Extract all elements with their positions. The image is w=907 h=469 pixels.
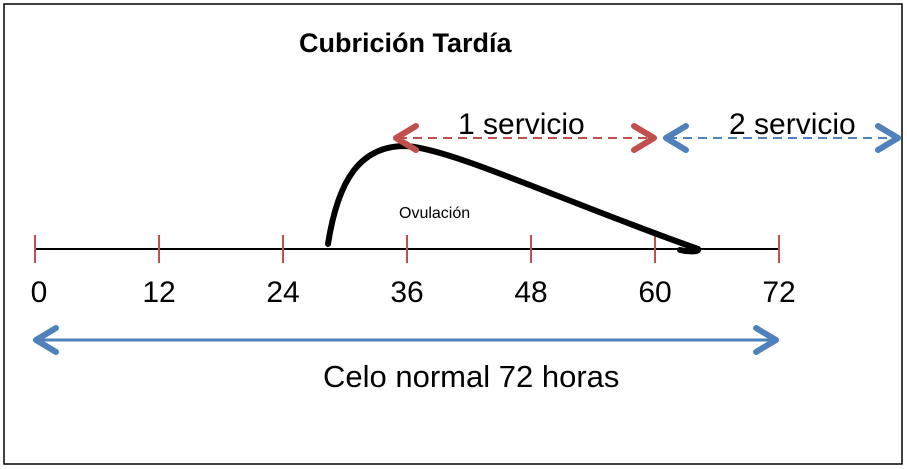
tick-label-24: 24 bbox=[266, 276, 299, 309]
diagram-title: Cubrición Tardía bbox=[299, 28, 513, 58]
service-2-right-arrowhead bbox=[875, 123, 901, 153]
normal-heat-label: Celo normal 72 horas bbox=[323, 359, 619, 394]
service-2-left-arrowhead bbox=[663, 123, 689, 153]
service-1-arrow bbox=[393, 123, 657, 153]
timeline-ticks: 0 12 24 36 48 60 72 bbox=[31, 235, 796, 309]
tick-label-36: 36 bbox=[390, 276, 423, 309]
tick-label-60: 60 bbox=[638, 276, 671, 309]
normal-heat-left-arrowhead bbox=[33, 325, 59, 355]
service-1-label: 1 servicio bbox=[458, 108, 585, 141]
tick-label-72: 72 bbox=[762, 276, 795, 309]
diagram-border bbox=[3, 3, 903, 465]
normal-heat-right-arrowhead bbox=[753, 325, 779, 355]
tick-label-0: 0 bbox=[31, 276, 48, 309]
ovulation-label: Ovulación bbox=[399, 205, 470, 222]
service-2-label: 2 servicio bbox=[729, 108, 856, 141]
service-1-left-arrowhead bbox=[393, 123, 419, 153]
service-2-arrow bbox=[663, 123, 901, 153]
tick-label-12: 12 bbox=[142, 276, 175, 309]
service-1-right-arrowhead bbox=[631, 123, 657, 153]
normal-heat-arrow bbox=[33, 325, 779, 355]
tick-label-48: 48 bbox=[514, 276, 547, 309]
ovulation-curve bbox=[325, 142, 702, 255]
